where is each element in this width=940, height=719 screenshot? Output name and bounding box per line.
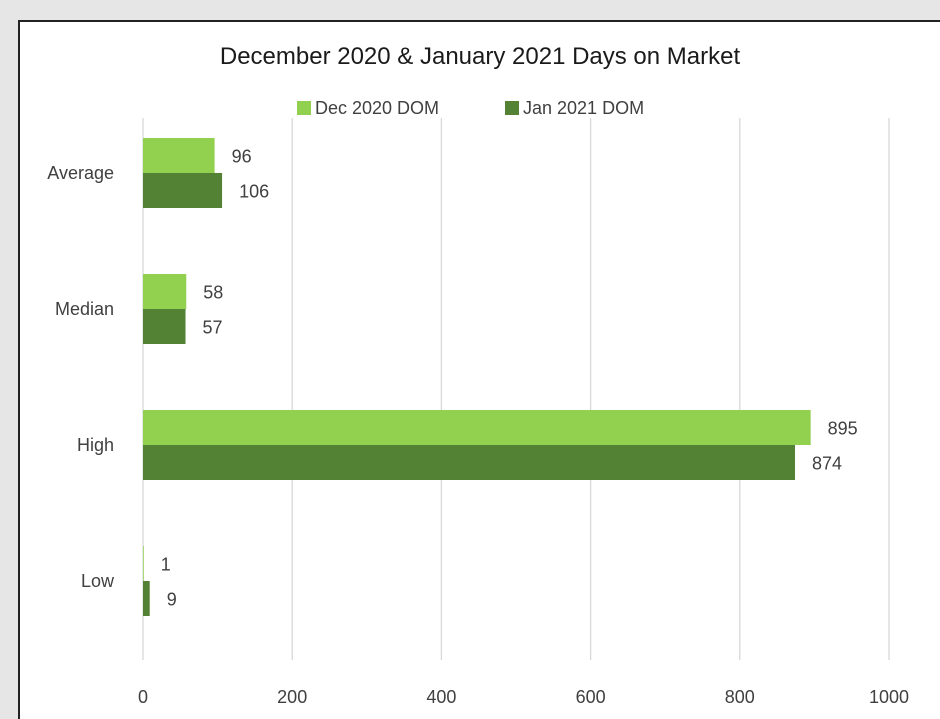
x-tick-label-600: 600 (576, 687, 606, 707)
category-label-median: Median (55, 299, 114, 319)
data-label-high-series-1: 874 (812, 454, 842, 474)
data-label-median-series-1: 57 (203, 318, 223, 338)
bar-average-series-1 (143, 173, 223, 208)
x-tick-label-400: 400 (426, 687, 456, 707)
bar-high-series-1 (143, 445, 796, 480)
category-labels: Average Median High Low (47, 163, 115, 591)
legend-swatch-jan-2021 (505, 101, 519, 115)
chart-title: December 2020 & January 2021 Days on Mar… (220, 43, 741, 70)
data-label-high-series-0: 895 (828, 419, 858, 439)
data-label-low-series-1: 9 (167, 590, 177, 610)
bars (143, 138, 811, 616)
x-tick-labels: 0 200 400 600 800 1000 (138, 687, 909, 707)
x-tick-label-200: 200 (277, 687, 307, 707)
legend-label-dec-2020: Dec 2020 DOM (315, 98, 439, 118)
data-label-average-series-1: 106 (239, 182, 269, 202)
legend-swatch-dec-2020 (297, 101, 311, 115)
x-tick-label-800: 800 (725, 687, 755, 707)
bar-low-series-0 (143, 546, 144, 581)
x-tick-label-1000: 1000 (869, 687, 909, 707)
category-label-high: High (77, 435, 114, 455)
data-label-average-series-0: 96 (232, 147, 252, 167)
x-tick-label-0: 0 (138, 687, 148, 707)
bar-median-series-1 (143, 309, 186, 344)
bar-low-series-1 (143, 581, 150, 616)
legend: Dec 2020 DOM Jan 2021 DOM (297, 98, 644, 118)
chart-frame (18, 20, 940, 719)
bar-high-series-0 (143, 410, 811, 445)
category-label-average: Average (47, 163, 114, 183)
data-labels: 96 106 58 57 895 874 1 9 (161, 147, 858, 610)
legend-label-jan-2021: Jan 2021 DOM (523, 98, 644, 118)
bar-median-series-0 (143, 274, 187, 309)
data-label-low-series-0: 1 (161, 555, 171, 575)
bar-average-series-0 (143, 138, 215, 173)
data-label-median-series-0: 58 (203, 283, 223, 303)
category-label-low: Low (81, 571, 115, 591)
